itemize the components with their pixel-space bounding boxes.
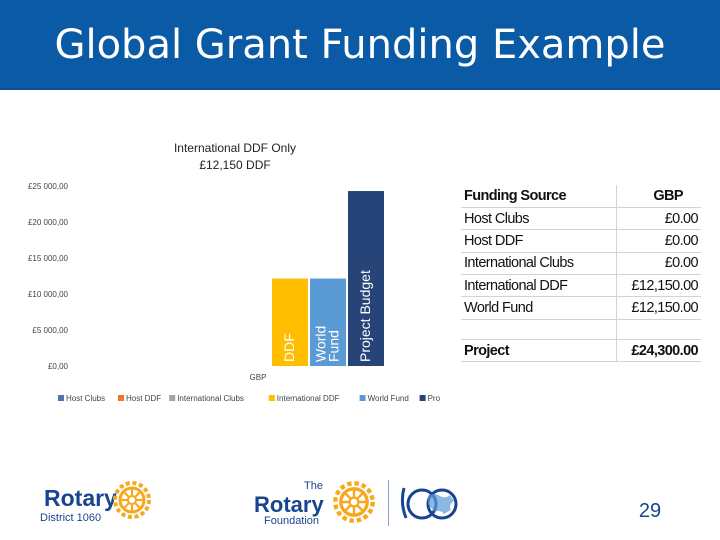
bar-data-label: Project Budget bbox=[357, 270, 373, 362]
foundation-label: Foundation bbox=[264, 515, 320, 527]
chart-title-line-1: International DDF Only bbox=[173, 141, 297, 155]
amount-cell: £0.00 bbox=[616, 252, 701, 276]
source-cell: International DDF bbox=[461, 274, 617, 298]
y-tick-label: £10 000,00 bbox=[28, 290, 69, 299]
table-total-row: Project £24,300.00 bbox=[461, 339, 701, 363]
table-header-row: Funding Source GBP bbox=[461, 185, 701, 208]
y-tick-label: £25 000,00 bbox=[28, 182, 69, 191]
y-tick-label: £20 000,00 bbox=[28, 218, 69, 227]
total-amount: £24,300.00 bbox=[616, 339, 701, 363]
legend-entry: Project bbox=[428, 394, 440, 403]
x-tick-label: GBP bbox=[250, 373, 267, 382]
bar-international-ddf bbox=[272, 278, 308, 366]
amount-cell: £12,150.00 bbox=[616, 296, 701, 320]
bar-data-label: DDF bbox=[281, 333, 297, 362]
legend-swatch bbox=[169, 395, 176, 401]
table-row: Host DDF £0.00 bbox=[461, 229, 701, 253]
rotary-wheel-icon bbox=[113, 481, 151, 519]
legend-swatch bbox=[58, 395, 64, 401]
funding-table: Funding Source GBP Host Clubs £0.00 Host … bbox=[461, 185, 701, 363]
bar-project bbox=[348, 191, 384, 366]
legend-entry: World Fund bbox=[368, 394, 409, 403]
legend-swatch bbox=[268, 395, 275, 401]
table-row: World Fund £12,150.00 bbox=[461, 296, 701, 320]
rotary-district-logo: Rotary District 1060 bbox=[38, 481, 153, 527]
source-cell: World Fund bbox=[461, 296, 617, 320]
foundation-the-label: The bbox=[304, 480, 323, 492]
y-tick-label: £5 000,00 bbox=[32, 326, 68, 335]
funding-bar-chart: £0,00 £5 000,00 £10 000,00 £15 000,00 £20 00… bbox=[28, 182, 440, 403]
centennial-globe-icon bbox=[400, 487, 458, 520]
title-bar bbox=[0, 0, 720, 90]
y-tick-label: £15 000,00 bbox=[28, 254, 69, 263]
legend-entry: International Clubs bbox=[177, 394, 244, 403]
district-label: District 1060 bbox=[40, 512, 102, 524]
header-funding-source: Funding Source bbox=[461, 185, 617, 208]
rotary-wordmark: Rotary bbox=[44, 485, 117, 511]
slide-title: Global Grant Funding Example bbox=[54, 22, 666, 68]
legend-swatch bbox=[118, 395, 124, 401]
source-cell: Host Clubs bbox=[461, 207, 617, 231]
total-label: Project bbox=[461, 339, 617, 363]
bar-data-label: Fund bbox=[326, 330, 342, 362]
header-gbp: GBP bbox=[616, 185, 701, 208]
source-cell: Host DDF bbox=[461, 229, 617, 253]
y-tick-label: £0,00 bbox=[48, 362, 69, 371]
amount-cell: £12,150.00 bbox=[616, 274, 701, 298]
amount-cell: £0.00 bbox=[616, 229, 701, 253]
source-cell: International Clubs bbox=[461, 252, 617, 276]
table-spacer-row bbox=[461, 319, 701, 340]
logo-divider bbox=[388, 480, 389, 526]
chart-title: International DDF Only £12,150 DDF bbox=[150, 140, 320, 174]
rotary-wordmark: Rotary bbox=[254, 492, 324, 517]
table-row: International Clubs £0.00 bbox=[461, 252, 701, 276]
amount-cell: £0.00 bbox=[616, 207, 701, 231]
bar-world-fund bbox=[310, 278, 346, 366]
chart-title-line-2: £12,150 DDF bbox=[199, 158, 271, 172]
legend-entry: International DDF bbox=[277, 394, 340, 403]
legend-swatch bbox=[419, 395, 426, 401]
legend-entry: Host DDF bbox=[126, 394, 161, 403]
rotary-foundation-logo: The Rotary Foundation bbox=[252, 478, 382, 530]
legend-swatch bbox=[359, 395, 366, 401]
table-row: International DDF £12,150.00 bbox=[461, 274, 701, 298]
bar-data-label: World bbox=[313, 326, 329, 362]
table-row: Host Clubs £0.00 bbox=[461, 207, 701, 231]
page-number: 29 bbox=[638, 500, 662, 522]
rotary-wheel-icon bbox=[333, 481, 375, 523]
legend-entry: Host Clubs bbox=[66, 394, 105, 403]
